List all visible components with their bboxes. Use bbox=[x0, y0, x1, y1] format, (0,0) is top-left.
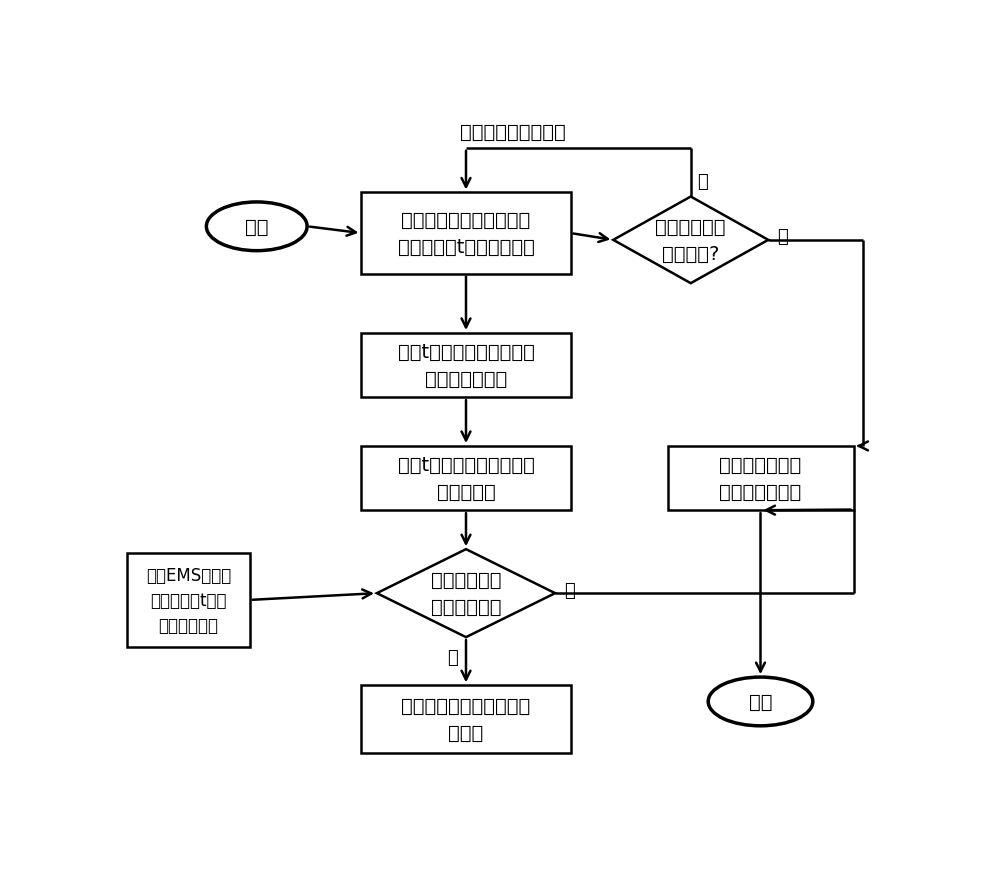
Text: 统计所有时段内
集群的弃光电量: 统计所有时段内 集群的弃光电量 bbox=[719, 456, 802, 501]
Text: 计入该时段集群的累计弃
光电量: 计入该时段集群的累计弃 光电量 bbox=[401, 696, 531, 742]
Text: 否: 否 bbox=[564, 581, 575, 599]
Ellipse shape bbox=[206, 203, 307, 251]
Polygon shape bbox=[361, 334, 571, 398]
Text: 是: 是 bbox=[778, 227, 788, 246]
Text: 通过EMS获得光
伏发电集群t分钟
内的实际出力: 通过EMS获得光 伏发电集群t分钟 内的实际出力 bbox=[146, 566, 231, 634]
Text: 进行下一时段的计算: 进行下一时段的计算 bbox=[460, 123, 565, 142]
Text: 开始: 开始 bbox=[245, 218, 268, 236]
Text: 理论出力是否
大于实际出力: 理论出力是否 大于实际出力 bbox=[431, 571, 501, 616]
Text: 计算t分钟内光伏发电集群
的实际开机容量: 计算t分钟内光伏发电集群 的实际开机容量 bbox=[398, 343, 534, 388]
Polygon shape bbox=[613, 198, 768, 284]
Text: 是: 是 bbox=[447, 648, 457, 666]
Polygon shape bbox=[127, 554, 250, 647]
Text: 计算所有标杆光伏电站开
机容量及其t分钟平均出力: 计算所有标杆光伏电站开 机容量及其t分钟平均出力 bbox=[398, 211, 534, 256]
Polygon shape bbox=[377, 550, 555, 637]
Polygon shape bbox=[668, 446, 854, 511]
Text: 计算t分钟内光伏发电集群
的理论出力: 计算t分钟内光伏发电集群 的理论出力 bbox=[398, 456, 534, 501]
Polygon shape bbox=[361, 446, 571, 511]
Text: 是否达到计算
终止时刻?: 是否达到计算 终止时刻? bbox=[656, 218, 726, 263]
Text: 否: 否 bbox=[697, 173, 708, 191]
Ellipse shape bbox=[708, 677, 813, 726]
Polygon shape bbox=[361, 686, 571, 753]
Text: 结束: 结束 bbox=[749, 692, 772, 711]
Polygon shape bbox=[361, 193, 571, 274]
